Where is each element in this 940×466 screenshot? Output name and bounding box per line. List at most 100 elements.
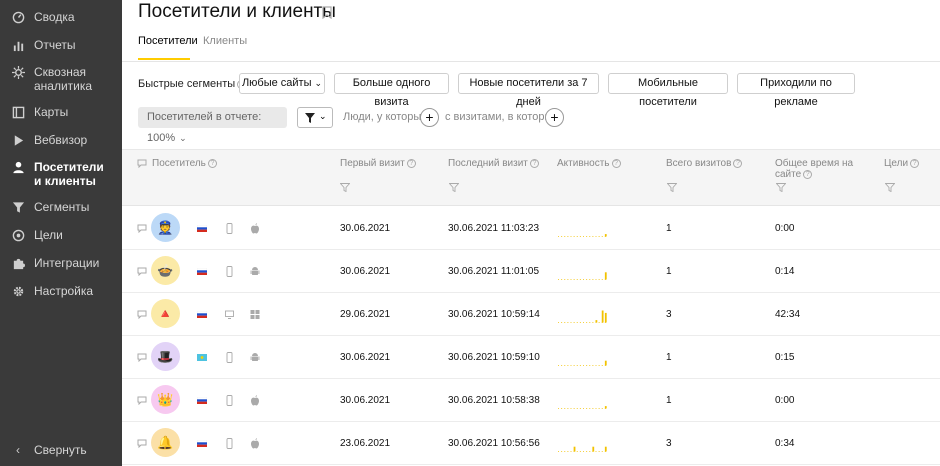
mobile-icon xyxy=(226,438,233,449)
activity-sparkline xyxy=(558,406,607,409)
help-icon[interactable]: ? xyxy=(207,158,217,168)
flag-ru-icon xyxy=(197,268,207,275)
help-icon[interactable]: ? xyxy=(733,158,743,168)
column-header-first-visit[interactable]: Первый визит? xyxy=(340,158,416,169)
help-icon[interactable]: ? xyxy=(803,169,813,179)
table-row[interactable]: 🔔 23.06.2021 30.06.2021 10:56:56 3 0:34 xyxy=(122,422,940,465)
play-icon xyxy=(11,133,25,147)
segment-from-ads-button[interactable]: Приходили по рекламе xyxy=(737,73,855,108)
segment-more-than-one-visit-button[interactable]: Больше одного визита xyxy=(334,73,449,108)
mobile-icon xyxy=(226,395,233,406)
help-icon[interactable]: ? xyxy=(529,158,539,168)
last-visit-cell: 30.06.2021 11:03:23 xyxy=(448,223,540,234)
activity-sparkline xyxy=(558,310,607,323)
flag-ru-icon xyxy=(197,397,207,404)
mobile-icon xyxy=(226,223,233,234)
avatar[interactable]: 🎩 xyxy=(151,342,180,371)
first-visit-cell: 29.06.2021 xyxy=(340,309,391,320)
chevron-down-icon: ⌄ xyxy=(314,78,323,88)
activity-bar xyxy=(604,360,607,366)
gear-icon xyxy=(11,284,25,298)
sidebar-item-visitors-clients[interactable]: Посетители и клиенты xyxy=(0,160,122,188)
add-people-condition-button[interactable]: + xyxy=(420,108,439,127)
flag-kz-icon xyxy=(197,354,207,361)
comment-icon xyxy=(137,159,147,168)
last-visit-cell: 30.06.2021 10:58:38 xyxy=(448,395,540,406)
column-filter-icon[interactable] xyxy=(776,183,786,192)
column-title: Всего визитов xyxy=(666,158,732,169)
help-icon[interactable]: ? xyxy=(611,158,621,168)
report-share-dropdown[interactable]: Посетителей в отчете: 100% ⌄ xyxy=(138,107,287,144)
divider xyxy=(122,61,940,62)
total-time-cell: 0:00 xyxy=(775,395,795,406)
segment-any-sites-dropdown[interactable]: Любые сайты ⌄ xyxy=(239,73,325,94)
column-title: Цели xyxy=(884,158,909,169)
table-row[interactable]: 👑 30.06.2021 30.06.2021 10:58:38 1 0:00 xyxy=(122,379,940,422)
activity-bar xyxy=(601,310,604,323)
avatar-glyph: 🎩 xyxy=(157,348,174,364)
sidebar-item-label: Настройка xyxy=(34,284,94,298)
comment-icon[interactable] xyxy=(137,439,147,448)
funnel-icon xyxy=(305,113,315,123)
tab-clients[interactable]: Клиенты xyxy=(203,35,248,47)
avatar[interactable]: 🔔 xyxy=(151,428,180,457)
mobile-icon xyxy=(226,266,233,277)
plus-icon: + xyxy=(425,109,434,125)
filter-dropdown-button[interactable]: ⌄ xyxy=(297,107,333,128)
report-share-label: Посетителей в отчете: 100% xyxy=(147,111,262,144)
segment-label: Больше одного визита xyxy=(352,77,431,108)
table-row[interactable]: 🔺 29.06.2021 30.06.2021 10:59:14 3 42:34 xyxy=(122,293,940,336)
comment-icon[interactable] xyxy=(137,396,147,405)
column-header-total-visits[interactable]: Всего визитов? xyxy=(666,158,743,169)
last-visit-cell: 30.06.2021 10:59:14 xyxy=(448,309,540,320)
first-visit-cell: 30.06.2021 xyxy=(340,223,391,234)
avatar[interactable]: 👑 xyxy=(151,385,180,414)
column-title: Последний визит xyxy=(448,158,528,169)
map-icon xyxy=(11,105,25,119)
comment-icon[interactable] xyxy=(137,353,147,362)
sidebar-item-label: Сегменты xyxy=(34,200,90,214)
puzzle-icon xyxy=(11,256,25,270)
add-visits-condition-button[interactable]: + xyxy=(545,108,564,127)
comment-icon[interactable] xyxy=(137,310,147,319)
android-icon xyxy=(250,267,260,275)
activity-sparkline xyxy=(558,446,607,452)
segment-label: Приходили по рекламе xyxy=(760,77,832,108)
comment-icon[interactable] xyxy=(137,267,147,276)
column-title: Первый визит xyxy=(340,158,405,169)
first-visit-cell: 30.06.2021 xyxy=(340,395,391,406)
table-row[interactable]: 👮 30.06.2021 30.06.2021 11:03:23 1 0:00 xyxy=(122,207,940,250)
column-filter-icon[interactable] xyxy=(449,183,459,192)
avatar[interactable]: 🔺 xyxy=(151,299,180,328)
sidebar-item-label: Цели xyxy=(34,228,63,242)
column-header-goals[interactable]: Цели? xyxy=(884,158,920,169)
avatar[interactable]: 👮 xyxy=(151,213,180,242)
column-filter-icon[interactable] xyxy=(340,183,350,192)
help-icon[interactable]: ? xyxy=(910,158,920,168)
help-icon[interactable]: ? xyxy=(406,158,416,168)
avatar[interactable]: 🍲 xyxy=(151,256,180,285)
total-visits-cell: 3 xyxy=(666,309,672,320)
page-title: Посетители и клиенты xyxy=(138,1,336,22)
table-row[interactable]: 🎩 30.06.2021 30.06.2021 10:59:10 1 0:15 xyxy=(122,336,940,379)
total-visits-cell: 3 xyxy=(666,438,672,449)
visits-condition-label: с визитами, в которых xyxy=(445,111,558,123)
android-icon xyxy=(250,353,260,361)
column-header-visitor[interactable]: Посетитель? xyxy=(152,158,217,169)
bookmark-icon[interactable] xyxy=(322,6,332,19)
comment-icon[interactable] xyxy=(137,224,147,233)
column-header-last-visit[interactable]: Последний визит? xyxy=(448,158,539,169)
column-header-activity[interactable]: Активность? xyxy=(557,158,621,169)
sidebar-item-crosscut-analytics[interactable]: Сквозная аналитика xyxy=(0,65,122,93)
column-header-total-time[interactable]: Общее время на сайте? xyxy=(775,158,863,180)
column-filter-icon[interactable] xyxy=(885,183,895,192)
segment-label: Новые посетители за 7 дней xyxy=(469,77,588,108)
tab-visitors[interactable]: Посетители xyxy=(138,35,198,47)
sidebar-item-label: Сквозная аналитика xyxy=(34,65,93,93)
table-row[interactable]: 🍲 30.06.2021 30.06.2021 11:01:05 1 0:14 xyxy=(122,250,940,293)
segment-mobile-visitors-button[interactable]: Мобильные посетители xyxy=(608,73,728,108)
crosscut-icon xyxy=(11,65,25,79)
segment-new-visitors-button[interactable]: Новые посетители за 7 дней xyxy=(458,73,599,108)
total-time-cell: 0:34 xyxy=(775,438,795,449)
column-filter-icon[interactable] xyxy=(667,183,677,192)
